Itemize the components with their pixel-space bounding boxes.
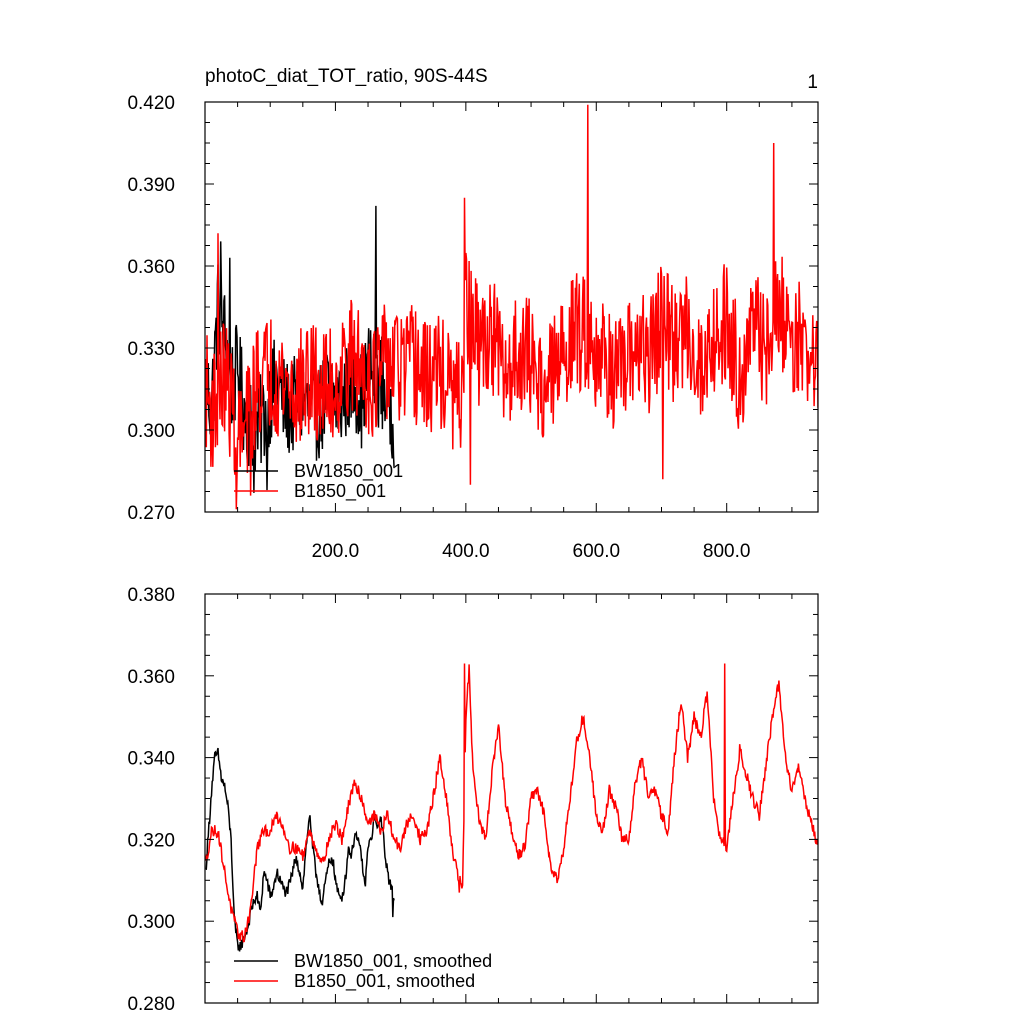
x-tick-label: 800.0: [703, 541, 751, 562]
page-number: 1: [807, 72, 818, 93]
series-line-bw1850-smoothed: [205, 747, 395, 952]
y-tick-label: 0.360: [127, 667, 175, 688]
x-tick-label: 400.0: [442, 541, 490, 562]
y-tick-label: 0.380: [127, 585, 175, 606]
y-tick-label: 0.280: [127, 994, 175, 1015]
chart-title: photoC_diat_TOT_ratio, 90S-44S: [205, 66, 488, 87]
bottom-panel: 0.280 0.300 0.320 0.340 0.360 0.380 BW1850_001…: [127, 585, 819, 1015]
series-line-b1850-smoothed: [205, 663, 818, 943]
x-tick-label: 200.0: [312, 541, 360, 562]
top-panel: 200.0 400.0 600.0 800.0 0.270 0.300 0.330 0.360…: [127, 93, 819, 562]
series-line-b1850: [205, 104, 818, 510]
y-tick-label: 0.340: [127, 749, 175, 770]
legend-label: BW1850_001, smoothed: [294, 951, 492, 972]
x-tick-label: 600.0: [573, 541, 621, 562]
plot-frame: [204, 593, 819, 1004]
y-tick-label: 0.360: [127, 257, 175, 278]
y-tick-label: 0.390: [127, 175, 175, 196]
y-tick-label: 0.270: [127, 503, 175, 524]
y-tick-label: 0.320: [127, 830, 175, 851]
legend-label: B1850_001, smoothed: [294, 971, 475, 992]
y-tick-label: 0.420: [127, 93, 175, 114]
y-tick-label: 0.300: [127, 912, 175, 933]
legend-label: BW1850_001: [294, 461, 403, 482]
y-tick-label: 0.300: [127, 421, 175, 442]
legend-label: B1850_001: [294, 481, 386, 502]
y-tick-label: 0.330: [127, 339, 175, 360]
